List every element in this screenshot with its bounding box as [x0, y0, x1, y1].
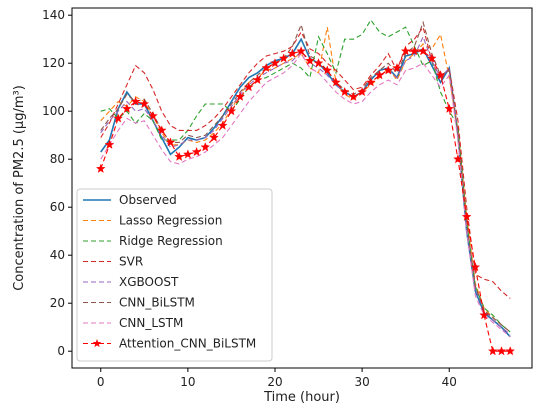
data-point-marker — [479, 310, 489, 320]
x-axis-label: Time (hour) — [263, 390, 340, 405]
legend: Observed Lasso Regression Ridge Regression… — [76, 188, 273, 362]
data-point-marker — [383, 65, 394, 75]
y-tick-label: 140 — [42, 8, 65, 22]
data-point-marker — [305, 55, 315, 65]
data-point-marker — [444, 103, 455, 113]
data-point-marker — [156, 125, 167, 135]
y-tick-label: 60 — [50, 200, 65, 214]
x-tick-label: 10 — [180, 375, 195, 389]
data-point-marker — [139, 98, 150, 109]
data-point-marker — [191, 146, 202, 157]
data-point-marker — [505, 346, 516, 356]
legend-entry-label: Attention_CNN_BiLSTM — [119, 337, 256, 351]
data-point-marker — [95, 163, 106, 173]
data-point-marker — [130, 96, 141, 106]
data-point-marker — [174, 151, 184, 161]
data-point-marker — [348, 91, 359, 101]
legend-entry-label: CNN_LSTM — [119, 316, 183, 330]
x-tick-label: 0 — [97, 375, 105, 389]
data-point-marker — [183, 149, 193, 159]
data-point-marker — [244, 82, 254, 92]
data-point-marker — [122, 103, 132, 113]
legend-entry-label: Ridge Regression — [119, 234, 223, 248]
data-point-marker — [357, 86, 367, 97]
data-point-marker — [331, 77, 341, 87]
data-point-marker — [409, 46, 420, 56]
data-point-marker — [366, 77, 376, 87]
x-tick-label: 40 — [442, 375, 457, 389]
legend-marker — [92, 339, 102, 348]
data-point-marker — [278, 53, 289, 63]
data-point-marker — [418, 46, 428, 56]
data-point-marker — [313, 58, 324, 68]
legend-entry-label: XGBOOST — [119, 275, 179, 289]
x-tick-label: 20 — [267, 375, 282, 389]
data-point-marker — [496, 346, 507, 356]
legend-entry-label: Lasso Regression — [119, 214, 222, 228]
data-point-marker — [226, 106, 237, 116]
legend-entry-label: SVR — [119, 255, 143, 269]
data-point-marker — [470, 262, 481, 272]
data-point-marker — [287, 48, 298, 58]
data-point-marker — [113, 113, 123, 123]
data-point-marker — [270, 58, 280, 68]
legend-entry-label: CNN_BiLSTM — [119, 296, 195, 310]
y-tick-label: 120 — [42, 56, 65, 70]
data-point-marker — [104, 139, 115, 149]
series-line-attention-cnn-bilstm — [100, 50, 511, 352]
series-line-cnn-lstm — [100, 52, 511, 338]
data-point-marker — [165, 137, 176, 147]
y-tick-label: 80 — [50, 152, 65, 166]
plot-lines — [95, 19, 516, 356]
y-tick-label: 100 — [42, 104, 65, 118]
x-axis-ticks: 0 10 20 30 40 — [97, 368, 457, 389]
legend-box — [76, 188, 273, 362]
data-point-marker — [400, 46, 411, 56]
data-point-marker — [426, 53, 437, 63]
data-point-marker — [322, 65, 333, 75]
x-tick-label: 30 — [354, 375, 369, 389]
data-point-marker — [261, 62, 272, 73]
data-point-marker — [252, 74, 263, 85]
legend-entry-label: Observed — [119, 193, 177, 207]
y-tick-label: 0 — [57, 344, 65, 358]
data-point-marker — [453, 154, 463, 164]
data-point-marker — [392, 62, 402, 73]
axes-frame — [71, 7, 533, 369]
y-tick-label: 40 — [50, 248, 65, 262]
y-axis-ticks: 0 20 40 60 80 100 120 140 — [42, 8, 72, 358]
data-point-marker — [200, 142, 211, 152]
y-tick-label: 20 — [50, 296, 65, 310]
data-point-marker — [374, 70, 385, 80]
data-point-marker — [296, 46, 306, 56]
data-point-marker — [235, 91, 245, 101]
series-cnn-lstm — [100, 52, 511, 338]
data-point-marker — [435, 70, 446, 80]
series-attention-cnn-bilstm — [95, 46, 516, 356]
data-point-marker — [461, 211, 472, 221]
data-point-marker — [487, 346, 498, 356]
data-point-marker — [209, 132, 219, 142]
y-axis-label: Concentration of PM2.5 (μg/m³) — [12, 85, 27, 291]
data-point-marker — [339, 86, 350, 97]
data-point-marker — [148, 110, 158, 121]
data-point-marker — [217, 120, 228, 130]
